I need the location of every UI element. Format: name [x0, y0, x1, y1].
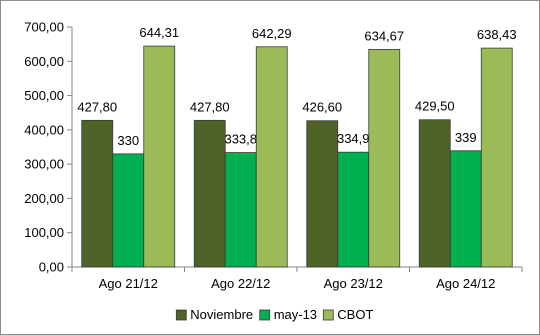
legend-swatch — [175, 309, 187, 321]
bar-may-13 — [449, 150, 482, 268]
x-tick-label: Ago 23/12 — [324, 276, 383, 291]
x-tick-label: Ago 24/12 — [436, 276, 495, 291]
y-tick-label: 300,00 — [24, 157, 64, 172]
y-tick-label: 100,00 — [24, 225, 64, 240]
legend-label: may-13 — [274, 307, 317, 322]
bar-noviembre — [418, 119, 451, 268]
legend-label: Noviembre — [190, 307, 253, 322]
y-tick-label: 500,00 — [24, 88, 64, 103]
x-tick-label: Ago 22/12 — [211, 276, 270, 291]
bar-may-13 — [224, 152, 257, 268]
x-tick-label: Ago 21/12 — [99, 276, 158, 291]
legend-swatch — [259, 309, 271, 321]
bar-may-13 — [112, 153, 145, 268]
data-label: 334,9 — [337, 131, 370, 146]
y-tick-label: 400,00 — [24, 122, 64, 137]
data-label: 642,29 — [252, 26, 292, 41]
data-label: 427,80 — [77, 99, 117, 114]
data-label: 644,31 — [139, 25, 179, 40]
y-tick-label: 600,00 — [24, 54, 64, 69]
data-label: 333,8 — [224, 132, 257, 147]
data-label: 429,50 — [415, 99, 455, 114]
data-label: 427,80 — [190, 99, 230, 114]
y-tick-label: 0,00 — [39, 260, 64, 275]
y-tick-label: 200,00 — [24, 191, 64, 206]
data-label: 638,43 — [477, 27, 517, 42]
bar-cbot — [143, 45, 176, 268]
y-tick-label: 700,00 — [24, 20, 64, 35]
bar-noviembre — [306, 120, 339, 268]
bar-cbot — [368, 48, 401, 268]
bar-cbot — [255, 46, 288, 268]
legend-label: CBOT — [337, 307, 373, 322]
bar-may-13 — [337, 151, 370, 268]
bar-cbot — [480, 47, 513, 268]
bar-noviembre — [193, 119, 226, 268]
data-label: 339 — [455, 130, 477, 145]
legend-swatch — [322, 309, 334, 321]
data-label: 426,60 — [302, 100, 342, 115]
data-label: 634,67 — [364, 28, 404, 43]
data-label: 330 — [117, 133, 139, 148]
bar-noviembre — [81, 119, 114, 268]
